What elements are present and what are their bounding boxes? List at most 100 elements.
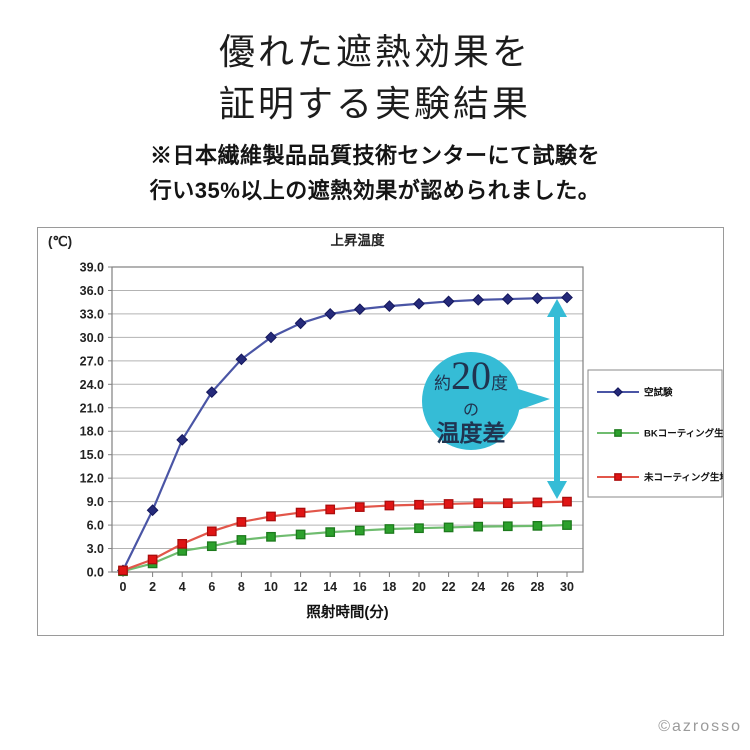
data-point-square xyxy=(295,529,306,540)
data-point-diamond xyxy=(413,297,425,310)
data-point-square xyxy=(295,507,306,518)
legend-label: 未コーティング生地 xyxy=(643,472,723,484)
data-point-square xyxy=(354,502,365,512)
data-point-diamond xyxy=(146,504,159,517)
series-line xyxy=(122,500,568,572)
y-tick-label: 21.0 xyxy=(80,401,104,415)
x-tick-label: 18 xyxy=(382,580,396,594)
y-tick-label: 3.0 xyxy=(87,542,104,556)
test-note-line-2: 行い35%以上の遮熱効果が認められました。 xyxy=(149,178,601,203)
arrow-head-up xyxy=(547,299,567,317)
x-tick-label: 6 xyxy=(208,580,215,594)
data-point-square xyxy=(354,525,365,536)
x-tick-label: 10 xyxy=(264,580,278,594)
data-point-diamond xyxy=(294,317,307,330)
series-2 xyxy=(118,496,572,576)
chart-title: 上昇温度 xyxy=(331,232,385,248)
data-point-square xyxy=(532,521,543,531)
y-tick-label: 24.0 xyxy=(80,378,104,392)
data-point-square xyxy=(414,499,424,510)
legend-item: 未コーティング生地 xyxy=(597,472,729,484)
test-note: ※日本繊維製品品質技術センターにて試験を 行い35%以上の遮熱効果が認められまし… xyxy=(0,138,750,208)
data-point-square xyxy=(443,522,454,533)
x-tick-label: 8 xyxy=(238,580,245,594)
x-axis-title: 照射時間(分) xyxy=(306,603,388,621)
x-tick-label: 0 xyxy=(120,580,127,594)
y-tick-label: 39.0 xyxy=(80,261,104,275)
x-tick-label: 16 xyxy=(353,580,367,594)
series-1 xyxy=(118,520,572,577)
data-point-square xyxy=(236,535,247,545)
legend-item: 空試験 xyxy=(597,387,673,399)
data-point-square xyxy=(502,521,513,532)
chart-svg: 0.0 3.0 6.0 9.0 12.0 15.0 18.0 21.0 24.0 27.0 30.0… xyxy=(48,232,734,621)
legend-label: 空試験 xyxy=(644,387,673,399)
data-point-diamond xyxy=(265,331,277,344)
temperature-rise-chart: 0.0 3.0 6.0 9.0 12.0 15.0 18.0 21.0 24.0 27.0 30.0… xyxy=(37,227,734,636)
x-tick-label: 30 xyxy=(560,580,574,594)
data-point-square xyxy=(266,511,276,522)
page-title: 優れた遮熱効果を 証明する実験結果 xyxy=(0,26,750,130)
y-tick-label: 36.0 xyxy=(80,284,104,298)
y-tick-label: 12.0 xyxy=(80,472,104,486)
bubble-circle xyxy=(422,352,520,450)
data-point-square xyxy=(562,496,572,507)
data-point-square xyxy=(236,517,247,527)
data-point-square xyxy=(614,473,622,481)
data-point-square xyxy=(118,565,128,576)
legend-label: BKコーティング生地 xyxy=(644,428,723,440)
bubble-text-line-1: 約20度 xyxy=(434,353,508,398)
y-tick-label: 27.0 xyxy=(80,354,104,368)
x-tick-label: 12 xyxy=(294,580,308,594)
data-point-square xyxy=(206,541,217,552)
y-tick-label: 33.0 xyxy=(80,307,104,321)
x-tick-label: 4 xyxy=(179,580,186,594)
series-line xyxy=(122,523,568,573)
watermark: ©azrosso xyxy=(658,718,742,735)
plot-border xyxy=(111,266,584,573)
bubble-text-line-2: の xyxy=(463,402,479,419)
data-point-square xyxy=(414,523,424,534)
data-point-square xyxy=(266,531,276,542)
data-point-square xyxy=(325,527,336,537)
data-point-square xyxy=(443,499,454,509)
data-point-square xyxy=(384,500,395,511)
y-tick-label: 9.0 xyxy=(87,495,104,509)
data-point-diamond xyxy=(176,433,189,446)
y-tick-label: 6.0 xyxy=(87,519,104,533)
y-axis-labels: 0.0 3.0 6.0 9.0 12.0 15.0 18.0 21.0 24.0 27.0 30.0… xyxy=(80,261,104,580)
y-tick-label: 0.0 xyxy=(87,566,104,580)
data-point-square xyxy=(325,504,336,515)
x-tick-label: 24 xyxy=(471,580,485,594)
data-point-diamond xyxy=(472,293,485,306)
page-title-line-1: 優れた遮熱効果を xyxy=(218,32,531,72)
legend: 空試験 BKコーティング生地未コーティング生地 xyxy=(587,369,734,498)
x-axis-labels: 0 2 4 6 8 10 12 14 16 18 20 22 24 26 28 30 xyxy=(120,572,574,594)
data-point-diamond xyxy=(324,308,337,320)
data-point-diamond xyxy=(442,295,455,308)
data-point-diamond xyxy=(561,291,573,304)
data-point-square xyxy=(502,498,513,509)
bubble-text-line-3: 温度差 xyxy=(437,420,506,446)
y-tick-label: 15.0 xyxy=(80,448,104,462)
y-axis-unit-label: (℃) xyxy=(48,234,72,249)
data-point-square xyxy=(177,538,188,549)
data-point-diamond xyxy=(501,293,514,305)
series-line xyxy=(122,296,568,571)
data-point-diamond xyxy=(383,300,396,313)
arrow-head-down xyxy=(547,481,567,499)
page-title-line-2: 証明する実験結果 xyxy=(218,84,531,124)
x-tick-label: 14 xyxy=(323,580,337,594)
data-point-diamond xyxy=(205,386,218,399)
data-point-square xyxy=(384,524,395,534)
x-tick-label: 28 xyxy=(530,580,544,594)
x-tick-label: 20 xyxy=(412,580,426,594)
temperature-gap-arrow xyxy=(547,299,567,499)
data-point-diamond xyxy=(353,303,366,316)
data-point-square xyxy=(473,498,484,509)
x-tick-label: 26 xyxy=(501,580,515,594)
data-point-square xyxy=(473,521,484,532)
data-point-square xyxy=(532,497,543,508)
